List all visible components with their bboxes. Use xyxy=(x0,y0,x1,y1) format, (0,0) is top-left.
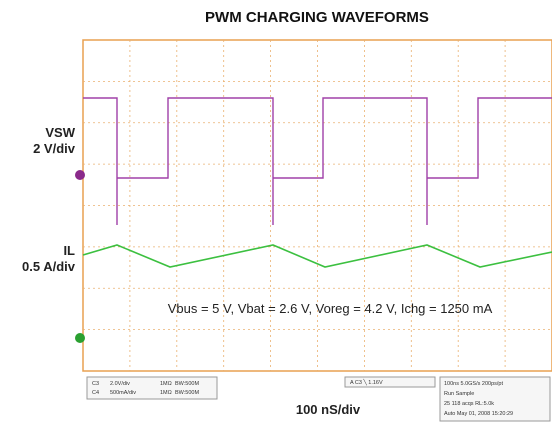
status-text: 2.0V/div xyxy=(110,381,130,387)
status-text: Auto May 01, 2008 15:20:29 xyxy=(444,411,513,417)
status-text: 100ns 5.0GS/s 200ps/pt xyxy=(444,381,503,387)
vsw-marker xyxy=(75,170,85,180)
figure: PWM CHARGING WAVEFORMS VSW 2 V/div IL 0.… xyxy=(0,0,552,423)
channel-scale: 2 V/div xyxy=(33,141,76,156)
status-text: BW:500M xyxy=(175,390,199,396)
trigger: A C3 ╲ 1.16V xyxy=(350,378,383,386)
annotation: Vbus = 5 V, Vbat = 2.6 V, Voreg = 4.2 V,… xyxy=(168,301,493,316)
status-text: 1MΩ xyxy=(160,381,172,387)
status-text: 500mA/div xyxy=(110,390,136,396)
status-text: C4 xyxy=(92,390,99,396)
channel-name: VSW xyxy=(45,125,75,140)
status-text: 25 118 acqs RL:5.0k xyxy=(444,401,494,407)
status-text: Run Sample xyxy=(444,391,474,397)
timebase: 100 nS/div xyxy=(296,402,361,417)
il-marker xyxy=(75,333,85,343)
status-text: 1MΩ xyxy=(160,390,172,396)
title: PWM CHARGING WAVEFORMS xyxy=(205,9,429,26)
channel-scale: 0.5 A/div xyxy=(22,259,76,274)
status-text: BW:500M xyxy=(175,381,199,387)
channel-name: IL xyxy=(63,243,75,258)
status-text: C3 xyxy=(92,381,99,387)
